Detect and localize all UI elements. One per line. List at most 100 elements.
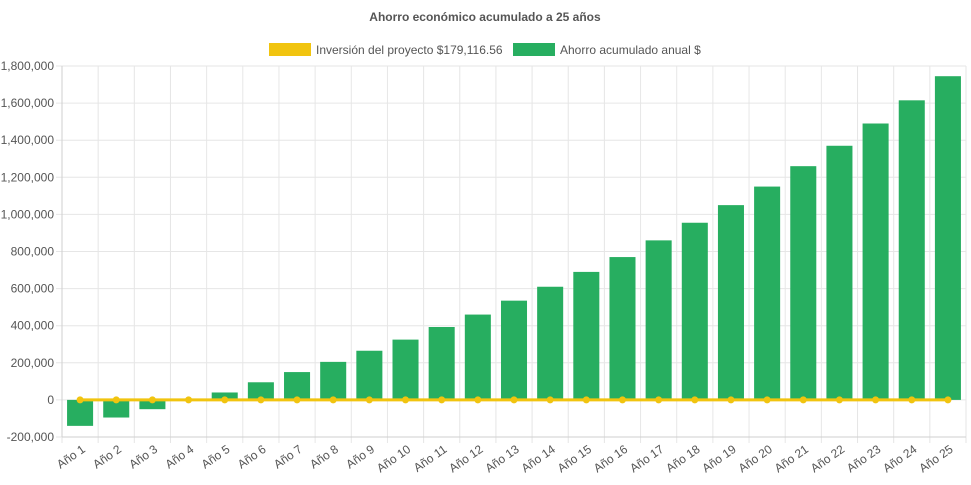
y-axis: -200,000 0 200,000 400,000 600,000 800,000 1,0… — [1, 59, 55, 444]
line-point[interactable] — [582, 396, 590, 404]
x-tick-label: Año 17 — [627, 442, 666, 475]
bar[interactable] — [103, 399, 130, 418]
line-point[interactable] — [474, 396, 482, 404]
bar[interactable] — [356, 350, 383, 400]
x-tick-label: Año 6 — [235, 442, 269, 472]
line-point[interactable] — [329, 396, 337, 404]
x-tick-label: Año 9 — [343, 442, 377, 472]
line-point[interactable] — [221, 396, 229, 404]
line-point[interactable] — [908, 396, 916, 404]
x-tick-label: Año 2 — [90, 442, 124, 472]
legend-swatch-investment — [269, 43, 311, 56]
line-series-investment — [76, 396, 952, 404]
bar[interactable] — [645, 240, 672, 400]
bar[interactable] — [537, 286, 564, 400]
bar[interactable] — [392, 339, 419, 400]
line-point[interactable] — [691, 396, 699, 404]
line-point[interactable] — [76, 396, 84, 404]
x-axis: Año 1 Año 2 Año 3 Año 4 Año 5 Año 6 Año 7 Año 8… — [54, 442, 956, 475]
x-tick-label: Año 21 — [772, 442, 811, 475]
y-tick-label: 800,000 — [11, 245, 55, 259]
x-tick-label: Año 20 — [736, 442, 775, 475]
chart-title: Ahorro económico acumulado a 25 años — [369, 10, 601, 24]
bar[interactable] — [573, 271, 600, 400]
line-point[interactable] — [655, 396, 663, 404]
x-tick-label: Año 18 — [663, 442, 702, 475]
y-tick-label: 1,800,000 — [1, 59, 55, 73]
line-point[interactable] — [365, 396, 373, 404]
bar[interactable] — [790, 166, 817, 400]
y-tick-label: 1,600,000 — [1, 96, 55, 110]
y-tick-label: 0 — [47, 393, 54, 407]
line-point[interactable] — [185, 396, 193, 404]
line-point[interactable] — [293, 396, 301, 404]
legend-item-investment[interactable]: Inversión del proyecto $179,116.56 — [269, 43, 503, 57]
legend-label-savings: Ahorro acumulado anual $ — [560, 43, 701, 57]
y-tick-label: 1,400,000 — [1, 133, 55, 147]
x-tick-label: Año 13 — [483, 442, 522, 475]
x-tick-label: Año 10 — [374, 442, 413, 475]
bar[interactable] — [826, 145, 853, 400]
line-point[interactable] — [944, 396, 952, 404]
bar[interactable] — [139, 399, 166, 410]
legend-label-investment: Inversión del proyecto $179,116.56 — [316, 43, 503, 57]
line-point[interactable] — [546, 396, 554, 404]
bar[interactable] — [609, 257, 636, 400]
x-tick-label: Año 23 — [844, 442, 883, 475]
x-tick-label: Año 15 — [555, 442, 594, 475]
y-tick-label: 200,000 — [11, 356, 55, 370]
line-point[interactable] — [148, 396, 156, 404]
bar[interactable] — [934, 76, 961, 400]
bar[interactable] — [428, 326, 455, 400]
x-tick-label: Año 16 — [591, 442, 630, 475]
chart-legend: Inversión del proyecto $179,116.56 Ahorr… — [269, 43, 701, 57]
line-point[interactable] — [112, 396, 120, 404]
line-point[interactable] — [763, 396, 771, 404]
x-tick-label: Año 14 — [519, 442, 558, 475]
line-point[interactable] — [257, 396, 265, 404]
legend-item-savings[interactable]: Ahorro acumulado anual $ — [513, 43, 701, 57]
bar[interactable] — [320, 361, 347, 400]
bar[interactable] — [464, 314, 491, 400]
bar[interactable] — [898, 100, 925, 400]
bar[interactable] — [247, 382, 274, 400]
x-tick-label: Año 1 — [54, 442, 88, 472]
line-point[interactable] — [799, 396, 807, 404]
bar[interactable] — [67, 399, 94, 426]
y-tick-label: 600,000 — [11, 282, 55, 296]
y-tick-label: -200,000 — [7, 430, 55, 444]
x-tick-label: Año 12 — [446, 442, 485, 475]
x-tick-label: Año 24 — [880, 442, 919, 475]
x-tick-label: Año 22 — [808, 442, 847, 475]
y-tick-label: 1,200,000 — [1, 170, 55, 184]
line-point[interactable] — [872, 396, 880, 404]
x-tick-label: Año 11 — [411, 442, 450, 475]
line-point[interactable] — [835, 396, 843, 404]
line-point[interactable] — [438, 396, 446, 404]
y-tick-label: 1,000,000 — [1, 207, 55, 221]
x-tick-label: Año 3 — [126, 442, 160, 472]
bar[interactable] — [754, 186, 781, 400]
bar-series-savings — [67, 76, 961, 426]
bar[interactable] — [284, 372, 311, 400]
x-tick-label: Año 25 — [916, 442, 955, 475]
line-point[interactable] — [727, 396, 735, 404]
x-tick-label: Año 5 — [199, 442, 233, 472]
x-tick-label: Año 4 — [163, 442, 197, 472]
bar[interactable] — [500, 300, 528, 400]
x-tick-label: Año 19 — [699, 442, 738, 475]
x-tick-label: Año 8 — [307, 442, 341, 472]
line-point[interactable] — [618, 396, 626, 404]
bar[interactable] — [211, 392, 238, 400]
line-point[interactable] — [402, 396, 410, 404]
bar[interactable] — [681, 222, 708, 400]
legend-swatch-savings — [513, 43, 555, 56]
bar[interactable] — [862, 123, 889, 400]
y-tick-label: 400,000 — [11, 319, 55, 333]
grid-layer — [56, 65, 967, 443]
bar[interactable] — [717, 205, 744, 400]
line-point[interactable] — [510, 396, 518, 404]
x-tick-label: Año 7 — [271, 442, 305, 472]
